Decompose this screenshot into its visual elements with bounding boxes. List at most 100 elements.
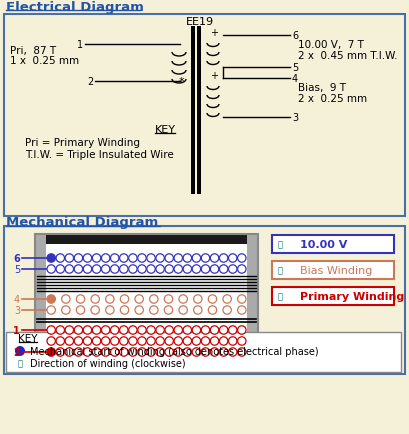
Text: 10.00 V,  7 T: 10.00 V, 7 T	[298, 40, 364, 50]
Circle shape	[56, 265, 65, 273]
Circle shape	[110, 265, 119, 273]
Circle shape	[229, 337, 237, 345]
Text: Primary Winding: Primary Winding	[300, 291, 404, 301]
Circle shape	[135, 306, 144, 315]
Circle shape	[229, 348, 237, 356]
Circle shape	[229, 265, 237, 273]
Bar	[35, 234, 46, 369]
Circle shape	[47, 326, 55, 335]
Circle shape	[83, 254, 92, 263]
Circle shape	[138, 326, 146, 335]
Circle shape	[156, 265, 164, 273]
Text: KEY: KEY	[18, 333, 38, 343]
Text: Bias,  9 T: Bias, 9 T	[298, 83, 346, 93]
Circle shape	[83, 348, 92, 356]
Circle shape	[110, 254, 119, 263]
Circle shape	[165, 265, 173, 273]
Circle shape	[65, 265, 74, 273]
Circle shape	[119, 254, 128, 263]
Circle shape	[165, 254, 173, 263]
Circle shape	[138, 265, 146, 273]
Circle shape	[201, 326, 210, 335]
Circle shape	[229, 254, 237, 263]
Circle shape	[174, 326, 182, 335]
Circle shape	[101, 254, 110, 263]
Circle shape	[101, 326, 110, 335]
Circle shape	[138, 348, 146, 356]
Circle shape	[47, 348, 55, 356]
Circle shape	[110, 326, 119, 335]
Circle shape	[76, 295, 85, 303]
Circle shape	[101, 348, 110, 356]
Circle shape	[129, 337, 137, 345]
Circle shape	[56, 326, 65, 335]
Circle shape	[165, 348, 173, 356]
FancyBboxPatch shape	[4, 15, 405, 217]
Text: 4: 4	[14, 294, 20, 304]
Circle shape	[65, 337, 74, 345]
Bar	[35, 359, 258, 369]
Circle shape	[101, 265, 110, 273]
Circle shape	[119, 337, 128, 345]
Text: 🚗: 🚗	[278, 240, 283, 249]
Circle shape	[62, 295, 70, 303]
Circle shape	[183, 326, 191, 335]
Circle shape	[74, 265, 83, 273]
Circle shape	[56, 348, 65, 356]
Circle shape	[238, 348, 246, 356]
Circle shape	[192, 254, 201, 263]
Circle shape	[201, 254, 210, 263]
Circle shape	[174, 337, 182, 345]
Circle shape	[129, 265, 137, 273]
Circle shape	[56, 337, 65, 345]
Text: 2: 2	[87, 77, 93, 87]
Text: *: *	[178, 77, 184, 87]
Circle shape	[65, 348, 74, 356]
Circle shape	[74, 348, 83, 356]
Text: 3: 3	[292, 113, 298, 123]
Text: 10.00 V: 10.00 V	[300, 240, 347, 250]
Circle shape	[83, 326, 92, 335]
Circle shape	[174, 348, 182, 356]
Circle shape	[135, 295, 144, 303]
Text: Pri = Primary Winding: Pri = Primary Winding	[25, 138, 140, 148]
Text: 5: 5	[14, 264, 20, 274]
Circle shape	[47, 295, 55, 303]
Circle shape	[119, 326, 128, 335]
Circle shape	[183, 337, 191, 345]
Circle shape	[192, 265, 201, 273]
Circle shape	[91, 306, 99, 315]
Circle shape	[210, 337, 219, 345]
Circle shape	[164, 306, 173, 315]
Circle shape	[156, 348, 164, 356]
FancyBboxPatch shape	[272, 236, 394, 253]
Text: +: +	[210, 28, 218, 38]
Circle shape	[147, 254, 155, 263]
Circle shape	[238, 254, 246, 263]
Text: Electrical Diagram: Electrical Diagram	[6, 0, 144, 13]
FancyBboxPatch shape	[272, 261, 394, 279]
Circle shape	[220, 337, 228, 345]
Circle shape	[120, 306, 129, 315]
Circle shape	[47, 337, 55, 345]
Circle shape	[15, 346, 25, 356]
Circle shape	[201, 348, 210, 356]
Text: 2 x  0.25 mm: 2 x 0.25 mm	[298, 94, 367, 104]
Circle shape	[229, 326, 237, 335]
Circle shape	[165, 337, 173, 345]
Text: 1 x  0.25 mm: 1 x 0.25 mm	[10, 56, 79, 66]
Text: KEY: KEY	[155, 125, 175, 135]
Circle shape	[210, 326, 219, 335]
Circle shape	[238, 326, 246, 335]
Circle shape	[65, 326, 74, 335]
Circle shape	[129, 348, 137, 356]
Circle shape	[92, 326, 101, 335]
Circle shape	[150, 306, 158, 315]
Circle shape	[193, 306, 202, 315]
Bar	[191, 27, 195, 194]
Circle shape	[106, 306, 114, 315]
Circle shape	[223, 295, 231, 303]
Circle shape	[101, 337, 110, 345]
Bar	[247, 234, 258, 369]
Text: 2: 2	[13, 347, 20, 357]
